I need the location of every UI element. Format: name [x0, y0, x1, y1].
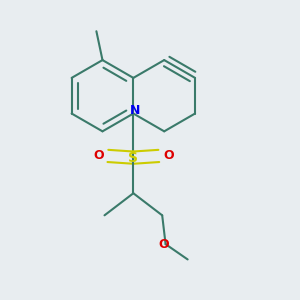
Text: O: O	[159, 238, 169, 251]
Text: O: O	[163, 149, 174, 162]
Text: N: N	[130, 104, 140, 117]
Text: O: O	[93, 149, 104, 162]
Text: S: S	[128, 151, 138, 165]
